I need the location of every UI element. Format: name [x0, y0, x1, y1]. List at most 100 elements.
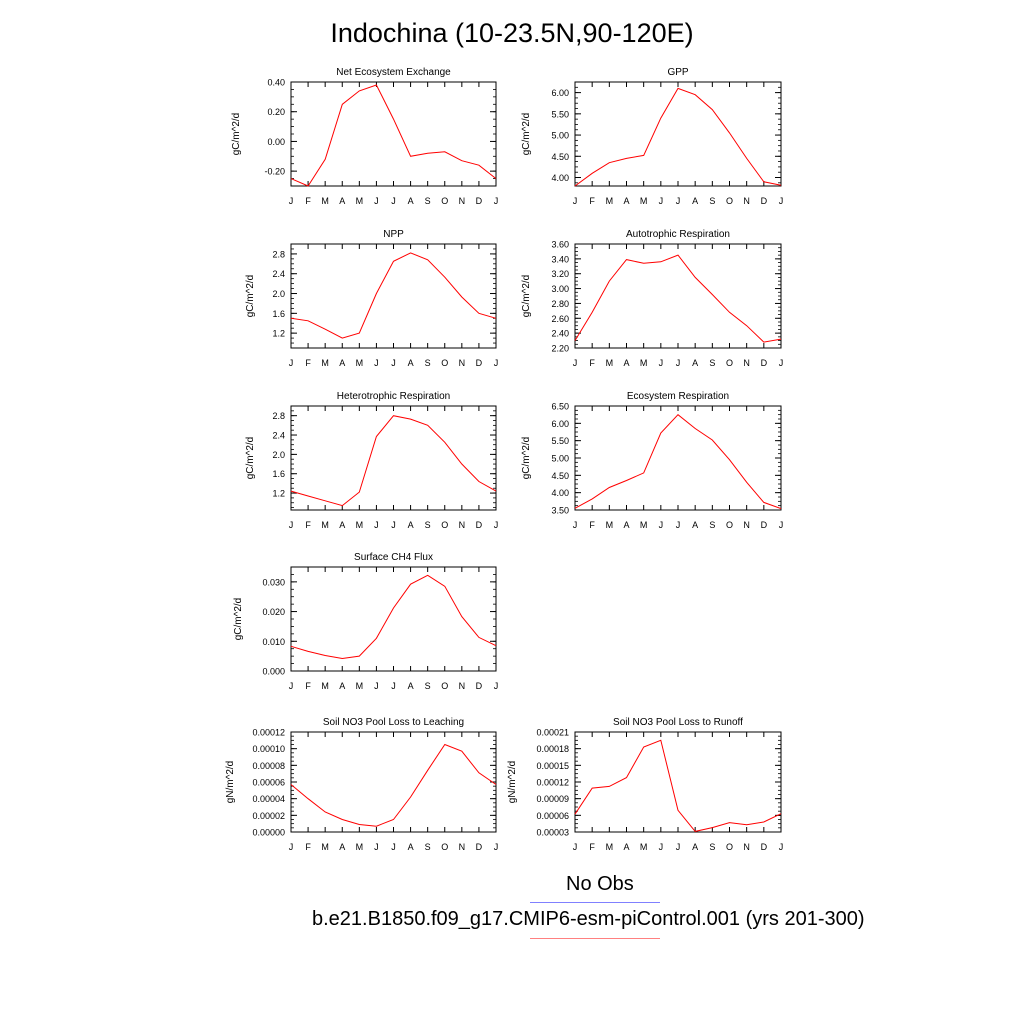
- x-tick-label: N: [743, 842, 750, 852]
- x-tick-label: J: [659, 196, 664, 206]
- y-tick-label: 3.40: [551, 254, 569, 264]
- x-tick-label: S: [709, 842, 715, 852]
- x-tick-label: J: [494, 681, 499, 691]
- y-tick-label: 0.020: [262, 607, 285, 617]
- x-tick-label: F: [589, 520, 595, 530]
- x-tick-label: A: [408, 520, 414, 530]
- x-tick-label: J: [676, 358, 681, 368]
- x-tick-label: O: [441, 358, 448, 368]
- x-tick-label: D: [476, 520, 483, 530]
- x-tick-label: A: [692, 196, 698, 206]
- y-tick-label: 1.2: [272, 489, 285, 499]
- y-tick-label: 2.8: [272, 249, 285, 259]
- x-tick-label: J: [659, 520, 664, 530]
- x-tick-label: D: [761, 358, 768, 368]
- y-tick-label: 6.50: [551, 402, 569, 412]
- x-tick-label: M: [356, 681, 364, 691]
- x-tick-label: M: [356, 842, 364, 852]
- y-tick-label: 2.4: [272, 431, 285, 441]
- x-tick-label: J: [779, 358, 784, 368]
- panel-title: Net Ecosystem Exchange: [336, 67, 451, 78]
- y-tick-label: 6.00: [551, 419, 569, 429]
- y-tick-label: 1.6: [272, 469, 285, 479]
- x-tick-label: J: [391, 842, 396, 852]
- x-tick-label: S: [425, 681, 431, 691]
- x-tick-label: O: [441, 520, 448, 530]
- series-line: [574, 87, 782, 187]
- legend-model-line: [530, 938, 660, 939]
- x-tick-label: J: [494, 358, 499, 368]
- y-tick-label: 2.0: [272, 289, 285, 299]
- x-tick-label: N: [459, 520, 466, 530]
- panel-title: Surface CH4 Flux: [354, 552, 433, 563]
- x-tick-label: J: [494, 196, 499, 206]
- x-tick-label: A: [408, 842, 414, 852]
- x-tick-label: A: [408, 681, 414, 691]
- x-tick-label: S: [709, 358, 715, 368]
- x-tick-label: N: [743, 196, 750, 206]
- panel-title: Heterotrophic Respiration: [337, 391, 450, 402]
- x-tick-label: J: [659, 358, 664, 368]
- y-tick-label: 0.20: [267, 107, 285, 117]
- y-tick-label: 1.2: [272, 329, 285, 339]
- y-tick-label: 4.00: [551, 173, 569, 183]
- x-tick-label: M: [606, 358, 614, 368]
- y-tick-label: 0.40: [267, 78, 285, 88]
- x-tick-label: M: [321, 681, 329, 691]
- y-tick-label: 2.4: [272, 269, 285, 279]
- y-axis-label: gC/m^2/d: [231, 113, 242, 156]
- legend-obs-line: [530, 902, 660, 903]
- y-tick-label: 0.00006: [536, 811, 569, 821]
- plot-frame: [290, 405, 497, 511]
- x-tick-label: J: [391, 196, 396, 206]
- y-axis-label: gC/m^2/d: [521, 437, 532, 480]
- x-tick-label: M: [640, 520, 648, 530]
- x-tick-label: O: [441, 681, 448, 691]
- x-tick-label: A: [339, 358, 345, 368]
- x-tick-label: M: [356, 520, 364, 530]
- x-tick-label: A: [623, 358, 629, 368]
- x-tick-label: J: [659, 842, 664, 852]
- x-tick-label: J: [573, 358, 578, 368]
- y-tick-label: 3.00: [551, 284, 569, 294]
- x-tick-label: M: [321, 358, 329, 368]
- y-tick-label: 2.60: [551, 314, 569, 324]
- x-tick-label: J: [676, 842, 681, 852]
- x-tick-label: M: [606, 196, 614, 206]
- x-tick-label: N: [459, 196, 466, 206]
- y-axis-label: gN/m^2/d: [225, 761, 236, 804]
- plot-frame: [574, 405, 782, 511]
- series-line: [290, 84, 497, 187]
- series-line: [290, 743, 497, 827]
- x-tick-label: S: [425, 842, 431, 852]
- legend-obs-label: No Obs: [566, 873, 634, 895]
- y-tick-label: 0.00002: [252, 811, 285, 821]
- x-tick-label: M: [640, 358, 648, 368]
- y-tick-label: 2.8: [272, 411, 285, 421]
- y-tick-label: 2.40: [551, 329, 569, 339]
- x-tick-label: N: [459, 358, 466, 368]
- chart-panel-8: Soil NO3 Pool Loss to Leaching gN/m^2/d J F…: [225, 717, 498, 852]
- plot-frame: [290, 731, 497, 833]
- y-tick-label: 4.50: [551, 471, 569, 481]
- x-tick-label: D: [761, 520, 768, 530]
- y-tick-label: 0.010: [262, 637, 285, 647]
- x-tick-label: A: [339, 196, 345, 206]
- x-tick-label: M: [356, 358, 364, 368]
- series-line: [574, 254, 782, 343]
- y-tick-label: 4.00: [551, 488, 569, 498]
- x-tick-label: F: [305, 520, 311, 530]
- x-tick-label: J: [779, 196, 784, 206]
- y-axis-label: gC/m^2/d: [245, 275, 256, 318]
- panel-title: Ecosystem Respiration: [627, 391, 729, 402]
- x-tick-label: A: [339, 520, 345, 530]
- x-tick-label: J: [779, 842, 784, 852]
- x-tick-label: A: [623, 196, 629, 206]
- x-tick-label: A: [623, 520, 629, 530]
- y-axis-label: gC/m^2/d: [521, 113, 532, 156]
- x-tick-label: J: [391, 681, 396, 691]
